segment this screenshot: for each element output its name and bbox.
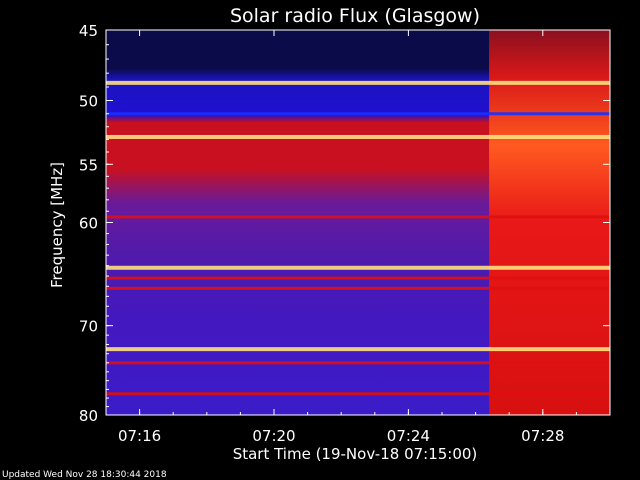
y-tick-label: 70: [79, 318, 98, 336]
band-red: [106, 361, 610, 365]
band-bright: [106, 134, 610, 139]
band-red: [106, 392, 610, 396]
x-tick-label: 07:28: [521, 427, 564, 445]
event-region: [489, 30, 610, 415]
x-tick-label: 07:24: [387, 427, 430, 445]
y-tick-label: 50: [79, 93, 98, 111]
y-tick-label: 60: [79, 215, 98, 233]
x-axis-label: Start Time (19-Nov-18 07:15:00): [233, 445, 478, 463]
y-tick-label: 80: [79, 407, 98, 425]
y-axis-label: Frequency [MHz]: [48, 162, 66, 288]
spectrogram-plot: [106, 30, 610, 415]
band-bright: [106, 265, 610, 270]
band-bright: [106, 347, 610, 352]
chart-title: Solar radio Flux (Glasgow): [230, 5, 480, 27]
x-tick-label: 07:20: [252, 427, 295, 445]
band-blue: [106, 112, 610, 116]
band-bright: [106, 80, 610, 85]
band-red: [106, 286, 610, 290]
updated-timestamp: Updated Wed Nov 28 18:30:44 2018: [2, 470, 167, 480]
band-red: [106, 276, 610, 280]
spectrogram-background: [106, 30, 490, 415]
y-tick-label: 45: [79, 22, 98, 40]
y-tick-label: 55: [79, 156, 98, 174]
band-red: [106, 215, 610, 219]
x-tick-label: 07:16: [118, 427, 161, 445]
